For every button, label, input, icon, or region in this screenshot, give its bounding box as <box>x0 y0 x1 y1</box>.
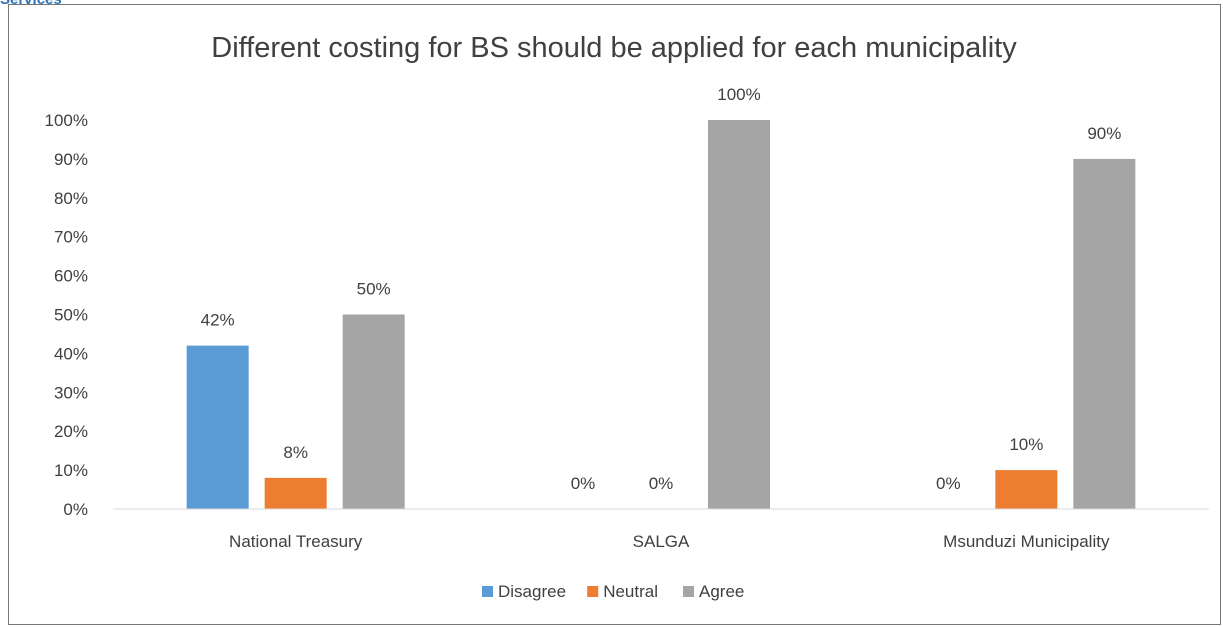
bar-agree-0 <box>342 314 405 509</box>
bar-neutral-0 <box>264 477 327 509</box>
data-label: 0% <box>649 474 674 493</box>
bar-disagree-0 <box>186 345 249 509</box>
y-tick-label: 30% <box>54 383 88 402</box>
y-tick-label: 0% <box>63 500 88 519</box>
y-tick-label: 20% <box>54 422 88 441</box>
bar-chart: Different costing for BS should be appli… <box>45 32 1209 601</box>
data-label: 0% <box>936 474 961 493</box>
legend: Disagree Neutral Agree <box>482 582 744 601</box>
legend-label-disagree: Disagree <box>498 582 566 601</box>
category-label: Msunduzi Municipality <box>943 532 1110 551</box>
y-tick-label: 70% <box>54 228 88 247</box>
bar-series <box>186 120 1136 509</box>
category-label: SALGA <box>633 532 690 551</box>
data-label: 10% <box>1009 435 1043 454</box>
chart-frame: Different costing for BS should be appli… <box>8 4 1221 625</box>
x-axis-categories: National Treasury SALGA Msunduzi Municipal… <box>229 532 1110 551</box>
data-label: 42% <box>201 311 235 330</box>
data-labels: 42% 8% 50% 0% 0% 100% 0% 10% 90% <box>201 85 1122 493</box>
y-tick-label: 100% <box>45 111 88 130</box>
y-tick-label: 50% <box>54 306 88 325</box>
data-label: 50% <box>357 280 391 299</box>
category-label: National Treasury <box>229 532 363 551</box>
y-tick-label: 60% <box>54 267 88 286</box>
y-tick-label: 10% <box>54 461 88 480</box>
y-tick-label: 80% <box>54 189 88 208</box>
y-tick-label: 90% <box>54 150 88 169</box>
legend-label-neutral: Neutral <box>603 582 658 601</box>
legend-swatch-agree <box>683 586 694 597</box>
y-tick-label: 40% <box>54 344 88 363</box>
legend-swatch-neutral <box>587 586 599 597</box>
data-label: 100% <box>717 85 760 104</box>
section-heading-fragment: Services <box>0 0 62 9</box>
data-label: 90% <box>1087 124 1121 143</box>
legend-swatch-disagree <box>482 586 493 597</box>
chart-title: Different costing for BS should be appli… <box>211 32 1017 64</box>
data-label: 0% <box>571 474 596 493</box>
bar-neutral-2 <box>995 470 1058 509</box>
legend-label-agree: Agree <box>699 582 744 601</box>
y-axis-ticks: 0% 10% 20% 30% 40% 50% 60% 70% 80% 90% 100% <box>45 111 88 519</box>
bar-agree-1 <box>708 120 770 509</box>
data-label: 8% <box>283 443 308 462</box>
bar-agree-2 <box>1073 158 1136 509</box>
